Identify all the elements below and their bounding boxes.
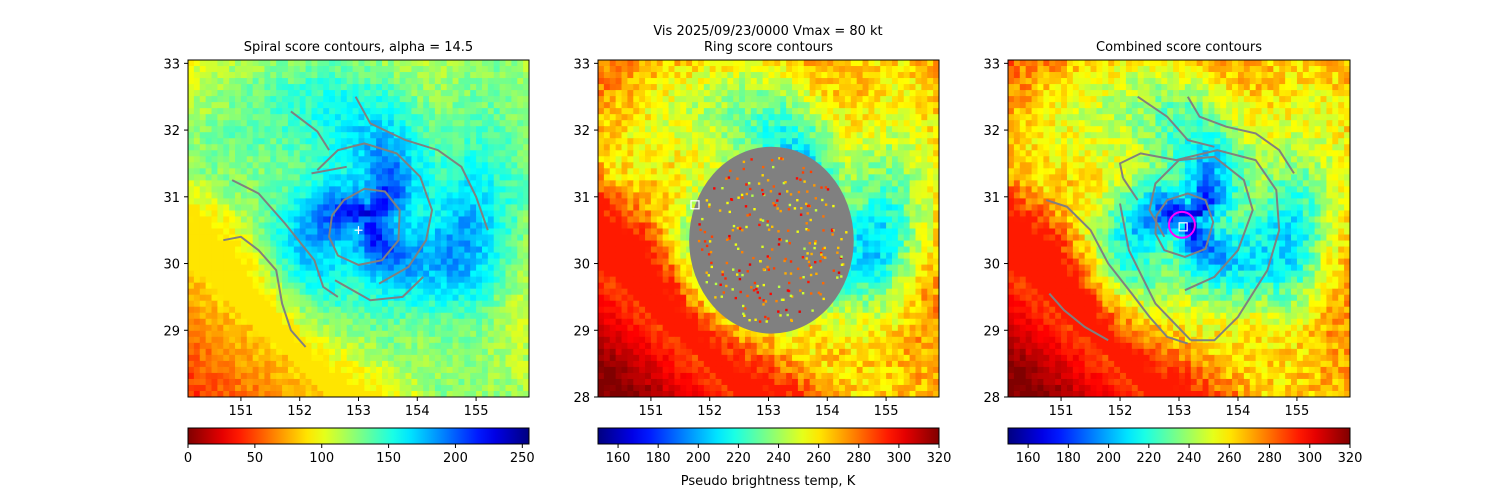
- contour-line: [1118, 149, 1281, 342]
- x-tick-label: 151: [638, 404, 663, 419]
- y-tick-label: 29: [573, 324, 590, 339]
- center-square-marker: [690, 200, 700, 210]
- x-tick-label: 152: [697, 404, 722, 419]
- contour-line: [328, 187, 401, 266]
- colorbar-tick-label: 200: [443, 451, 468, 466]
- y-tick-label: 33: [573, 57, 590, 72]
- figure-suptitle: Vis 2025/09/23/0000 Vmax = 80 kt: [653, 24, 882, 39]
- center-plus-marker: [354, 226, 363, 235]
- y-tick-label: 33: [163, 57, 180, 72]
- colorbar: [597, 427, 940, 445]
- colorbar-tick-label: 280: [846, 451, 871, 466]
- y-tick-label: 28: [573, 391, 590, 406]
- colorbar: [187, 427, 530, 445]
- y-tick-label: 30: [983, 258, 1000, 273]
- y-tick-label: 30: [163, 258, 180, 273]
- contour-line: [231, 179, 339, 298]
- colorbar-tick-label: 300: [1297, 451, 1322, 466]
- y-tick-label: 32: [983, 124, 1000, 139]
- contour-line: [290, 110, 330, 151]
- colorbar-tick-label: 220: [1136, 451, 1161, 466]
- colorbar-tick-label: 150: [376, 451, 401, 466]
- x-tick-label: 151: [228, 404, 253, 419]
- colorbar-tick-label: 100: [309, 451, 334, 466]
- colorbar-tick-label: 160: [606, 451, 631, 466]
- x-tick-label: 155: [1285, 404, 1310, 419]
- colorbar-tick-label: 240: [766, 451, 791, 466]
- y-tick-label: 31: [983, 191, 1000, 206]
- contour-line: [1137, 95, 1215, 148]
- x-tick-label: 153: [756, 404, 781, 419]
- colorbar-tick-label: 260: [1217, 451, 1242, 466]
- contour-line: [1048, 292, 1109, 342]
- contour-line: [316, 142, 434, 285]
- colorbar-tick-label: 320: [927, 451, 952, 466]
- contour-line: [334, 276, 424, 302]
- x-tick-label: 155: [874, 404, 899, 419]
- colorbar-label: Pseudo brightness temp, K: [681, 474, 856, 489]
- colorbar-tick-label: 280: [1257, 451, 1282, 466]
- heatmap-image: [1008, 60, 1350, 397]
- y-tick-label: 33: [983, 57, 1000, 72]
- panel-3: Combined score contours 151 152 153 154 155 28…: [983, 40, 1362, 466]
- contour-line: [1119, 203, 1192, 341]
- x-tick-label: 154: [1226, 404, 1251, 419]
- contour-line: [1148, 155, 1254, 292]
- y-tick-label: 31: [163, 191, 180, 206]
- colorbar-tick-label: 300: [886, 451, 911, 466]
- y-tick-label: 30: [573, 258, 590, 273]
- x-tick-label: 153: [1167, 404, 1192, 419]
- contour-line: [1154, 192, 1215, 258]
- x-tick-label: 155: [464, 404, 489, 419]
- panel-title: Combined score contours: [1096, 40, 1262, 55]
- colorbar-tick-label: 250: [510, 451, 535, 466]
- panel-1: Spiral score contours, alpha = 14.5 151 15…: [163, 40, 534, 466]
- x-tick-label: 154: [405, 404, 430, 419]
- x-tick-label: 154: [815, 404, 840, 419]
- colorbar: [1007, 427, 1351, 445]
- panel-title: Ring score contours: [704, 40, 833, 55]
- contour-line: [1045, 199, 1189, 345]
- colorbar-tick-label: 180: [1056, 451, 1081, 466]
- y-tick-label: 29: [163, 324, 180, 339]
- colorbar-tick-label: 180: [646, 451, 671, 466]
- y-tick-label: 29: [983, 324, 1000, 339]
- colorbar-tick-label: 260: [806, 451, 831, 466]
- colorbar-tick-label: 240: [1177, 451, 1202, 466]
- center-square-marker: [1178, 222, 1188, 232]
- x-tick-label: 153: [346, 404, 371, 419]
- colorbar-tick-label: 220: [726, 451, 751, 466]
- contour-line: [1186, 96, 1295, 174]
- colorbar-tick-label: 320: [1338, 451, 1363, 466]
- x-tick-label: 151: [1049, 404, 1074, 419]
- colorbar-tick-label: 200: [686, 451, 711, 466]
- colorbar-tick-label: 200: [1096, 451, 1121, 466]
- y-tick-label: 32: [163, 124, 180, 139]
- contour-line: [311, 165, 347, 175]
- x-tick-label: 152: [1108, 404, 1133, 419]
- center-circle: [1167, 210, 1196, 239]
- y-tick-label: 31: [573, 191, 590, 206]
- contour-line: [223, 235, 307, 348]
- x-tick-label: 152: [287, 404, 312, 419]
- contour-line: [354, 96, 489, 231]
- y-tick-label: 32: [573, 124, 590, 139]
- ring-score-region: [689, 146, 854, 334]
- contour-line: [1122, 177, 1139, 201]
- y-tick-label: 28: [983, 391, 1000, 406]
- panel-2: Ring score contours 151 152 153 154 155 28 29 30…: [573, 40, 951, 466]
- colorbar-tick-label: 160: [1016, 451, 1041, 466]
- colorbar-tick-label: 0: [184, 451, 192, 466]
- panel-title: Spiral score contours, alpha = 14.5: [244, 40, 473, 55]
- colorbar-tick-label: 50: [247, 451, 264, 466]
